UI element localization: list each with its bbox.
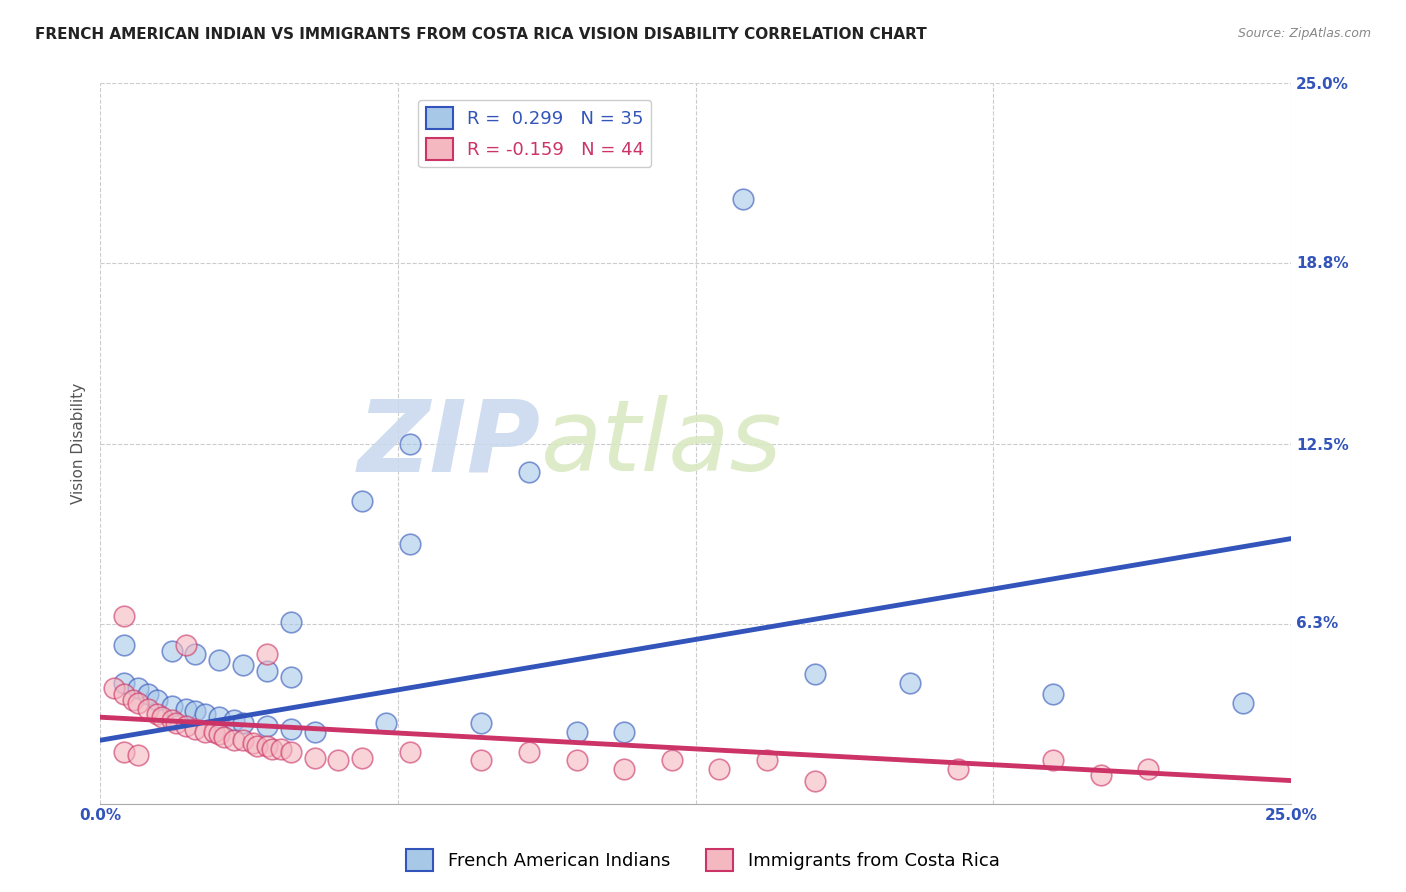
Point xyxy=(470,753,492,767)
Point xyxy=(103,681,125,696)
Point xyxy=(246,739,269,753)
Point xyxy=(122,693,145,707)
Point xyxy=(517,466,540,480)
Point xyxy=(256,664,278,678)
Point xyxy=(709,762,731,776)
Point xyxy=(242,736,264,750)
Text: ZIP: ZIP xyxy=(357,395,541,492)
Point xyxy=(328,753,350,767)
Point xyxy=(232,658,254,673)
Point xyxy=(613,762,636,776)
Point xyxy=(375,715,398,730)
Point xyxy=(127,747,149,762)
Point xyxy=(661,753,683,767)
Point xyxy=(208,727,231,741)
Point xyxy=(127,696,149,710)
Point xyxy=(184,705,207,719)
Point xyxy=(208,710,231,724)
Text: FRENCH AMERICAN INDIAN VS IMMIGRANTS FROM COSTA RICA VISION DISABILITY CORRELATI: FRENCH AMERICAN INDIAN VS IMMIGRANTS FRO… xyxy=(35,27,927,42)
Point xyxy=(194,724,217,739)
Point xyxy=(803,667,825,681)
Y-axis label: Vision Disability: Vision Disability xyxy=(72,383,86,504)
Point xyxy=(398,436,420,450)
Point xyxy=(160,698,183,713)
Point xyxy=(280,722,302,736)
Point xyxy=(222,713,245,727)
Point xyxy=(194,707,217,722)
Point xyxy=(208,652,231,666)
Point xyxy=(256,719,278,733)
Point xyxy=(174,638,197,652)
Point xyxy=(756,753,779,767)
Point xyxy=(184,647,207,661)
Point xyxy=(565,724,588,739)
Point xyxy=(112,675,135,690)
Point xyxy=(803,773,825,788)
Point xyxy=(398,537,420,551)
Point xyxy=(1042,687,1064,701)
Point xyxy=(898,675,921,690)
Point xyxy=(946,762,969,776)
Point xyxy=(1042,753,1064,767)
Point xyxy=(127,681,149,696)
Point xyxy=(260,742,283,756)
Legend: R =  0.299   N = 35, R = -0.159   N = 44: R = 0.299 N = 35, R = -0.159 N = 44 xyxy=(418,100,651,167)
Point xyxy=(222,733,245,747)
Point xyxy=(112,687,135,701)
Point xyxy=(280,745,302,759)
Point xyxy=(136,687,159,701)
Point xyxy=(304,724,326,739)
Legend: French American Indians, Immigrants from Costa Rica: French American Indians, Immigrants from… xyxy=(399,842,1007,879)
Point xyxy=(352,750,374,764)
Point xyxy=(352,494,374,508)
Point xyxy=(204,724,226,739)
Text: atlas: atlas xyxy=(541,395,782,492)
Point xyxy=(517,745,540,759)
Point xyxy=(174,719,197,733)
Point xyxy=(1137,762,1160,776)
Point xyxy=(184,722,207,736)
Point xyxy=(150,710,173,724)
Point xyxy=(1232,696,1254,710)
Text: Source: ZipAtlas.com: Source: ZipAtlas.com xyxy=(1237,27,1371,40)
Point xyxy=(232,733,254,747)
Point xyxy=(160,644,183,658)
Point xyxy=(256,739,278,753)
Point xyxy=(733,192,755,206)
Point xyxy=(232,715,254,730)
Point xyxy=(146,707,169,722)
Point xyxy=(1090,768,1112,782)
Point xyxy=(112,609,135,624)
Point xyxy=(470,715,492,730)
Point xyxy=(256,647,278,661)
Point xyxy=(565,753,588,767)
Point xyxy=(112,745,135,759)
Point xyxy=(146,693,169,707)
Point xyxy=(613,724,636,739)
Point xyxy=(398,745,420,759)
Point xyxy=(174,701,197,715)
Point xyxy=(165,715,187,730)
Point xyxy=(160,713,183,727)
Point xyxy=(280,615,302,629)
Point xyxy=(270,742,292,756)
Point xyxy=(280,670,302,684)
Point xyxy=(304,750,326,764)
Point xyxy=(136,701,159,715)
Point xyxy=(112,638,135,652)
Point xyxy=(212,731,235,745)
